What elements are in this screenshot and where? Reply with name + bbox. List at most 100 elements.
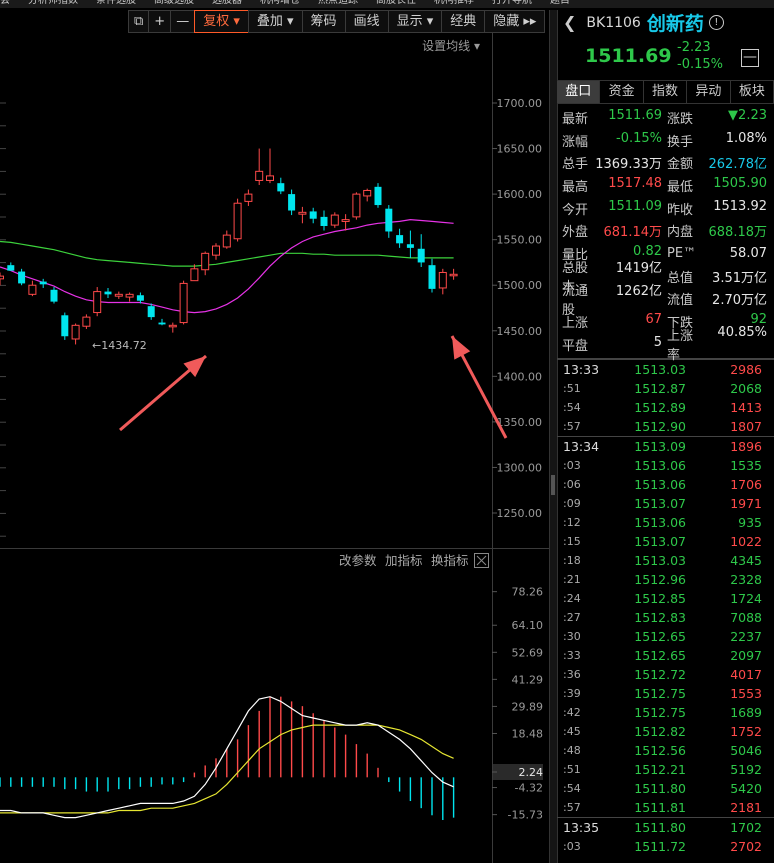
top-menu-item[interactable]: 条件选股: [96, 0, 136, 6]
candle-body-down: [50, 289, 58, 302]
tick-volume: 1702: [730, 819, 762, 835]
tick-row: :51 1512.21 5192: [557, 760, 774, 779]
copy-window-icon[interactable]: ⧉: [128, 10, 150, 33]
toolbar-button[interactable]: 经典: [441, 10, 486, 33]
candle-body-up: [233, 202, 242, 240]
price-axis-label: 1500.00: [497, 279, 543, 292]
macd-axis-label: -4.32: [515, 782, 543, 795]
macd-axis-label: 29.89: [512, 700, 544, 713]
toolbar-button[interactable]: 隐藏 ▸▸: [484, 10, 546, 33]
candle-body-down: [136, 295, 144, 301]
quote-value: ▼2.23: [728, 107, 767, 123]
quote-value: 2.70万亿: [712, 293, 767, 309]
top-menu-item[interactable]: 机构推荐: [434, 0, 474, 6]
macd-axis-label: 64.10: [512, 619, 544, 632]
top-menu-item[interactable]: 会: [0, 0, 10, 6]
candle-body-down: [7, 265, 15, 271]
top-menu-item[interactable]: 分析师指数: [28, 0, 78, 6]
chart-area[interactable]: 1700.00 1650.00 1600.00 1550.00 1500.00 1450.…: [0, 33, 550, 863]
quote-tab[interactable]: 异动: [687, 81, 731, 103]
tick-volume: 2328: [730, 571, 762, 587]
tick-volume: 1022: [730, 533, 762, 549]
tick-price: 1512.21: [634, 761, 686, 777]
tick-time: :36: [563, 667, 581, 681]
chevron-left-icon[interactable]: ❮: [563, 13, 577, 32]
candle-body-up: [201, 252, 210, 271]
ma-line-magenta: [0, 218, 454, 314]
splitter-grip[interactable]: [551, 475, 555, 495]
quote-label: 涨幅: [562, 134, 589, 150]
tick-time: :18: [563, 553, 581, 567]
quote-value: 1505.90: [713, 175, 767, 191]
tick-volume: 4345: [730, 552, 762, 568]
tick-row: :51 1512.87 2068: [557, 379, 774, 398]
tick-row: :27 1512.83 7088: [557, 608, 774, 627]
toolbar-button[interactable]: 复权 ▾: [194, 10, 249, 33]
top-menu-item[interactable]: 题目: [550, 0, 570, 6]
tick-price: 1512.89: [634, 399, 686, 415]
tick-list[interactable]: 13:33 1513.03 2986:51 1512.87 2068:54 1512.89…: [557, 357, 774, 856]
top-menu-item[interactable]: 打开导航: [492, 0, 532, 6]
quote-tab[interactable]: 盘口: [557, 81, 601, 103]
tick-row: 13:35 1511.80 1702: [557, 816, 774, 837]
quote-tab[interactable]: 板块: [731, 81, 774, 103]
tick-time: :57: [563, 419, 581, 433]
index-name: 创新药: [646, 13, 704, 35]
top-menu-item[interactable]: 机构增仓: [260, 0, 300, 6]
indicator-button[interactable]: 加指标: [385, 553, 423, 568]
candle-body-up: [341, 219, 350, 222]
tick-row: :06 1513.06 1706: [557, 475, 774, 494]
quote-value: 688.18万: [708, 225, 768, 241]
tick-time: :15: [563, 534, 581, 548]
tick-price: 1512.75: [634, 685, 686, 701]
tick-volume: 1724: [730, 590, 762, 606]
info-icon[interactable]: !: [708, 15, 724, 30]
top-menu-item[interactable]: 高级选股: [154, 0, 194, 6]
quote-label: 内盘: [667, 225, 694, 241]
top-menu-item[interactable]: 高股长任: [376, 0, 416, 6]
tick-volume: 5420: [730, 780, 762, 796]
toolbar-button[interactable]: 显示 ▾: [387, 10, 443, 33]
tick-volume: 935: [738, 514, 762, 530]
tick-volume: 2237: [730, 628, 762, 644]
top-menu-item[interactable]: 选股器: [212, 0, 242, 6]
quote-label: 总手: [562, 157, 589, 173]
quote-table: 最新 1511.69 涨跌 ▼2.23 涨幅 -0.15% 换手 1.08% 总手 1369.33…: [557, 104, 774, 363]
tick-volume: 2097: [730, 647, 762, 663]
indicator-button[interactable]: 换指标: [431, 553, 469, 568]
zoom-out-icon[interactable]: —: [170, 10, 196, 33]
toolbar-button[interactable]: 叠加 ▾: [247, 10, 303, 33]
quote-value: 1262亿: [615, 283, 662, 299]
toolbar-button[interactable]: 画线: [344, 10, 389, 33]
quote-row: 最高 1517.48 最低 1505.90: [557, 174, 774, 197]
candle-body-up: [82, 316, 91, 327]
quote-label: 今开: [562, 202, 589, 218]
tick-volume: 2068: [730, 380, 762, 396]
tick-price: 1512.87: [634, 380, 686, 396]
candle-body-down: [147, 306, 155, 318]
tick-time: :21: [563, 572, 581, 586]
ma-setting-link[interactable]: 设置均线 ▾: [422, 39, 480, 53]
candle-body-down: [374, 186, 382, 206]
quote-label: 下跌: [667, 316, 694, 332]
candle-body-up: [179, 282, 188, 324]
kline-chart[interactable]: 1700.00 1650.00 1600.00 1550.00 1500.00 1450.…: [0, 33, 550, 863]
tick-time: :48: [563, 743, 581, 757]
quote-tab[interactable]: 资金: [600, 81, 644, 103]
toolbar-button[interactable]: 筹码: [301, 10, 346, 33]
minimize-button[interactable]: —: [741, 49, 759, 67]
tick-row: :15 1513.07 1022: [557, 532, 774, 551]
tick-volume: 2702: [730, 838, 762, 854]
candle-body-up: [244, 193, 253, 202]
macd-axis-label: 41.29: [512, 673, 544, 686]
tick-volume: 1689: [730, 704, 762, 720]
tick-price: 1513.03: [634, 552, 686, 568]
zoom-in-icon[interactable]: +: [148, 10, 172, 33]
quote-value: 1.08%: [725, 130, 767, 146]
top-menu-item[interactable]: 热点追踪: [318, 0, 358, 6]
tick-volume: 1706: [730, 476, 762, 492]
quote-tab[interactable]: 指数: [644, 81, 688, 103]
quote-value: 1517.48: [608, 175, 662, 191]
indicator-button[interactable]: 改参数: [339, 553, 377, 568]
tick-time: :33: [563, 648, 581, 662]
